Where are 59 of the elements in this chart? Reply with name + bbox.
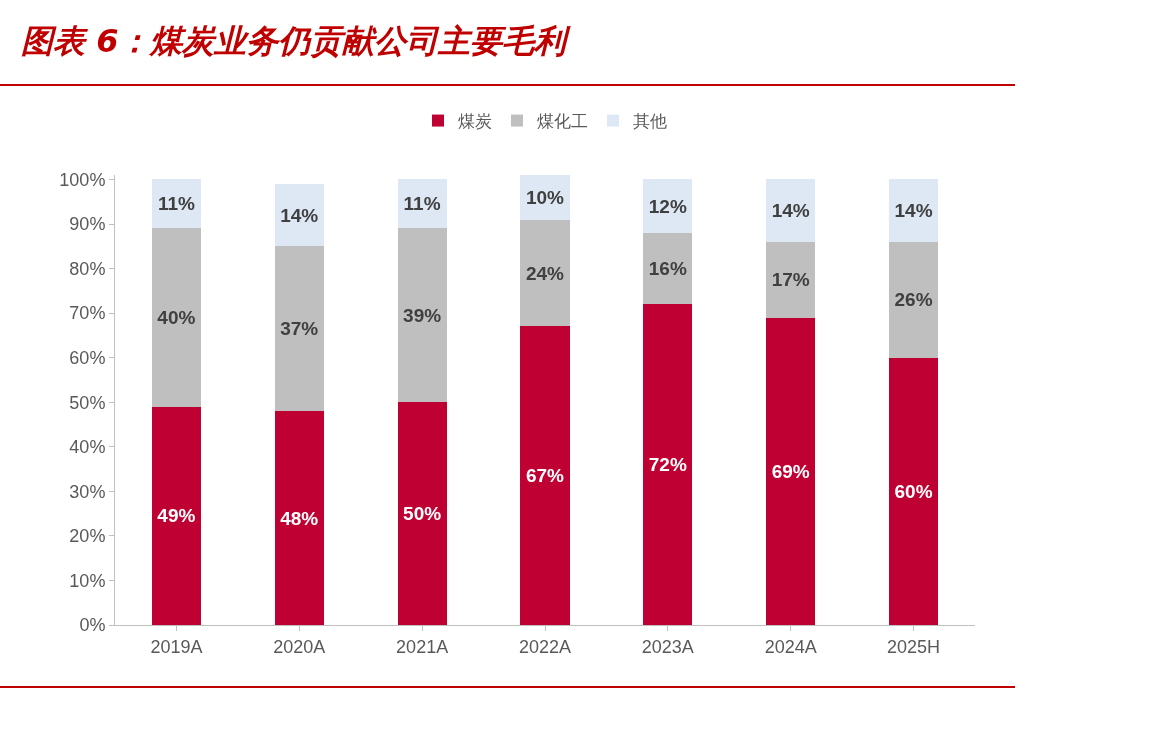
y-tick-label: 40% — [69, 437, 106, 458]
data-label: 11% — [157, 193, 195, 215]
x-tick-label: 2022A — [518, 636, 572, 657]
bar — [766, 241, 816, 318]
data-label: 12% — [648, 195, 687, 217]
y-tick-label: 10% — [69, 570, 106, 591]
data-label: 72% — [648, 454, 687, 476]
y-tick-label: 90% — [69, 214, 106, 235]
y-tick-label: 50% — [69, 392, 106, 413]
bar — [520, 219, 570, 327]
chart-title: 图表 6：煤炭业务仍贡献公司主要毛利 — [21, 22, 572, 61]
data-label: 24% — [525, 262, 565, 284]
y-tick-label: 0% — [79, 615, 106, 636]
data-label: 69% — [771, 460, 810, 482]
bar — [889, 241, 939, 358]
bar — [520, 326, 570, 625]
data-label: 60% — [894, 480, 933, 502]
y-tick-label: 30% — [69, 481, 106, 502]
x-tick-label: 2019A — [150, 636, 203, 657]
bar — [397, 402, 447, 625]
bar — [274, 246, 324, 412]
bar — [397, 228, 447, 403]
bar — [889, 179, 939, 242]
bar — [766, 179, 816, 242]
data-label: 26% — [894, 289, 933, 311]
data-label: 16% — [648, 258, 687, 280]
data-label: 40% — [157, 307, 196, 329]
data-label: 50% — [403, 503, 442, 525]
x-tick-label: 2024A — [764, 636, 817, 657]
legend-label: 煤化工 — [537, 111, 588, 132]
bar — [643, 232, 693, 305]
data-label: 14% — [280, 204, 319, 226]
data-label: 49% — [157, 505, 196, 527]
bar — [766, 317, 816, 625]
data-label: 14% — [771, 200, 810, 222]
data-label: 14% — [894, 200, 933, 222]
data-label: 37% — [280, 318, 319, 340]
y-tick-label: 80% — [69, 258, 106, 279]
bar — [889, 357, 939, 625]
y-tick-label: 20% — [69, 526, 106, 547]
x-tick-label: 2025H — [887, 636, 941, 657]
bar — [151, 228, 201, 407]
data-label: 67% — [525, 465, 565, 487]
x-tick-label: 2021A — [396, 636, 449, 657]
y-tick-label: 70% — [69, 303, 106, 324]
data-label: 39% — [403, 304, 442, 326]
data-label: 17% — [771, 269, 810, 291]
y-tick-label: 100% — [59, 169, 106, 190]
data-label: 10% — [525, 186, 565, 208]
data-label: 48% — [280, 507, 319, 529]
x-tick-label: 2020A — [273, 636, 326, 657]
legend-label: 其他 — [633, 111, 667, 132]
x-tick-label: 2023A — [641, 636, 694, 657]
bar — [151, 406, 201, 625]
y-tick-label: 60% — [69, 347, 106, 368]
bar — [643, 304, 693, 625]
legend-label: 煤炭 — [458, 111, 492, 132]
data-label: 11% — [403, 193, 441, 215]
bar — [274, 411, 324, 625]
